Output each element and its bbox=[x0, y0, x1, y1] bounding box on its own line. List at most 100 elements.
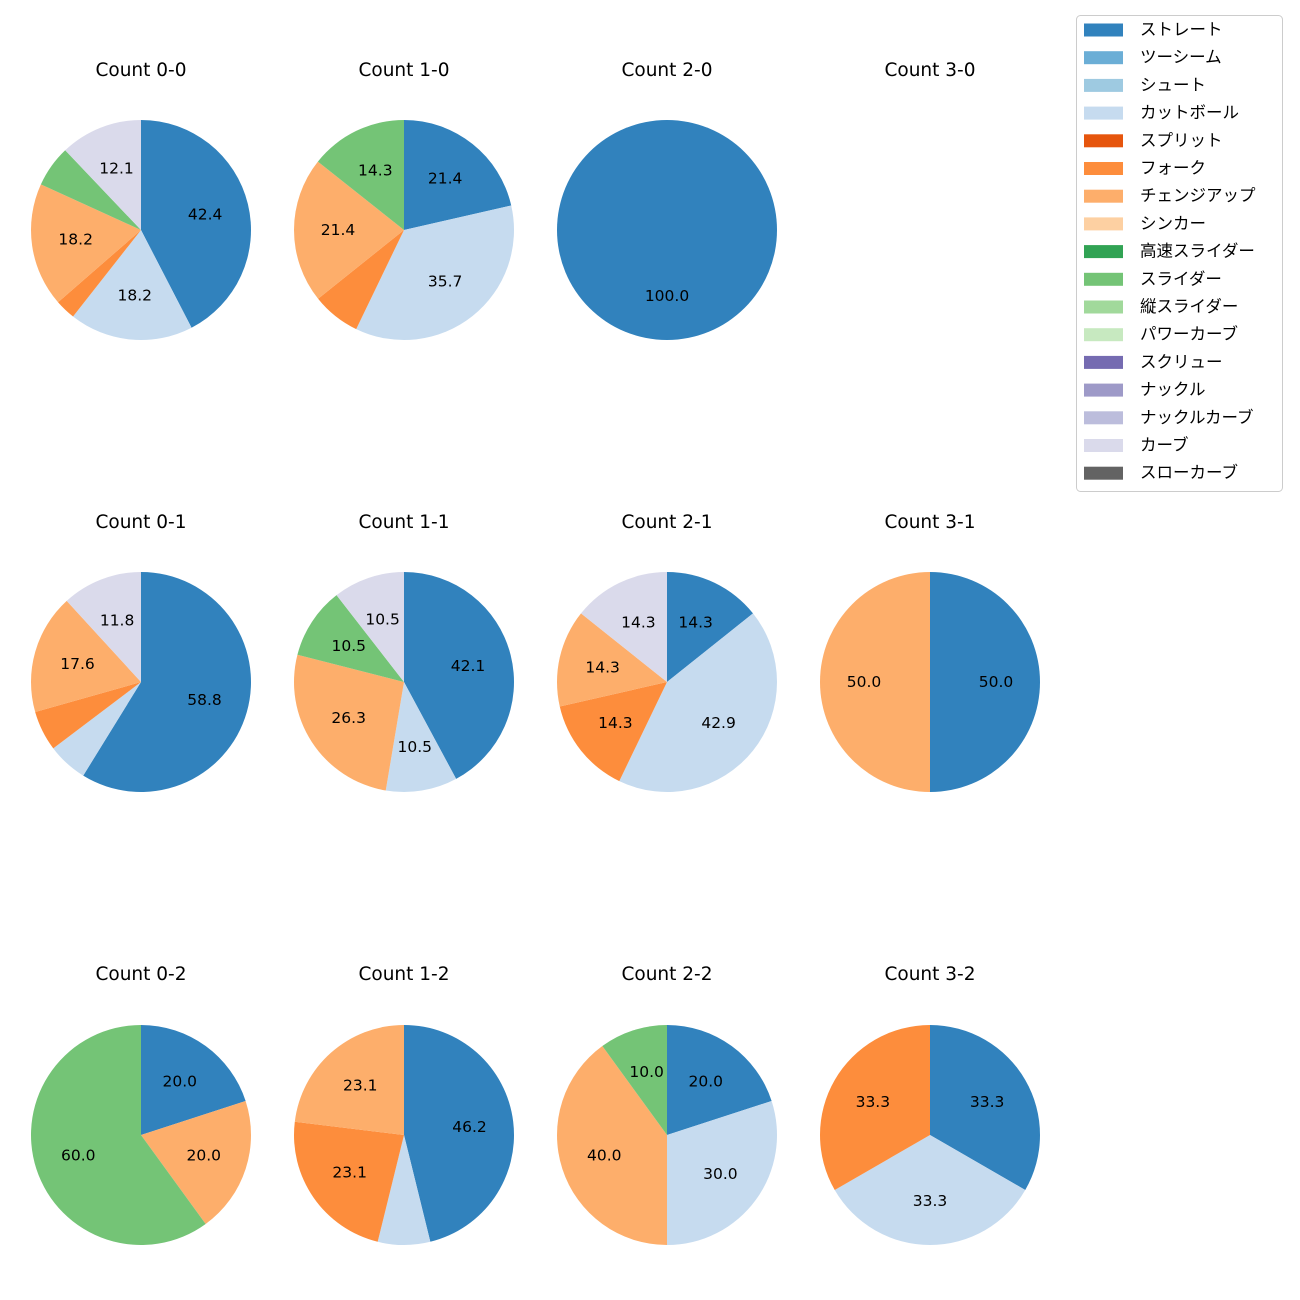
legend-item: スプリット bbox=[1084, 131, 1223, 150]
legend-item: 高速スライダー bbox=[1084, 242, 1255, 261]
pie-slice bbox=[297, 595, 404, 682]
pie-title: Count 3-2 bbox=[884, 964, 975, 985]
legend-item: スライダー bbox=[1084, 269, 1222, 288]
slice-label: 60.0 bbox=[61, 1146, 96, 1164]
slice-label: 23.1 bbox=[343, 1077, 378, 1095]
pie-slice bbox=[580, 572, 667, 682]
legend-item: ツーシーム bbox=[1084, 48, 1222, 67]
pie-count-2-1: Count 2-1 14.3 42.9 14.3 14.3 14.3 bbox=[557, 512, 777, 792]
legend-swatch bbox=[1084, 272, 1123, 286]
slice-label: 42.4 bbox=[188, 205, 223, 223]
legend-label: チェンジアップ bbox=[1140, 186, 1256, 205]
legend-swatch bbox=[1084, 383, 1123, 397]
pie-slice bbox=[667, 572, 754, 682]
slice-label: 46.2 bbox=[452, 1118, 487, 1136]
legend-label: ナックル bbox=[1140, 380, 1206, 399]
pie-title: Count 1-2 bbox=[358, 964, 449, 985]
pie-slice bbox=[404, 572, 514, 779]
pie-slice bbox=[404, 120, 512, 230]
pie-count-2-0: Count 2-0 100.0 bbox=[557, 60, 777, 340]
pie-slice bbox=[336, 572, 404, 682]
legend-label: シンカー bbox=[1140, 214, 1206, 233]
legend-item: カットボール bbox=[1084, 103, 1239, 122]
pie-count-0-1: Count 0-1 58.8 17.6 11.8 bbox=[30, 512, 252, 793]
pie-count-0-0: Count 0-0 42.4 18.2 18.2 12.1 bbox=[30, 60, 251, 340]
slice-label: 33.3 bbox=[856, 1093, 891, 1111]
pie-slice bbox=[35, 682, 141, 749]
pie-count-1-1: Count 1-1 42.1 10.5 26.3 10.5 10.5 bbox=[294, 512, 514, 792]
legend-item: フォーク bbox=[1084, 159, 1206, 178]
slice-label: 23.1 bbox=[332, 1163, 367, 1181]
legend-swatch bbox=[1084, 162, 1123, 175]
legend-swatch bbox=[1084, 23, 1123, 37]
legend-label: シュート bbox=[1140, 75, 1206, 94]
legend-label: カーブ bbox=[1140, 435, 1189, 455]
legend-item: ナックル bbox=[1084, 380, 1206, 399]
pie-slice bbox=[294, 654, 404, 791]
slice-label: 58.8 bbox=[187, 691, 222, 709]
pie-slice bbox=[667, 1101, 777, 1245]
pie-slice bbox=[141, 120, 251, 328]
slice-label: 10.5 bbox=[332, 637, 367, 655]
pie-slice bbox=[73, 230, 192, 340]
slice-label: 14.3 bbox=[358, 162, 393, 180]
pie-slice bbox=[317, 119, 404, 230]
legend-label: スプリット bbox=[1140, 131, 1223, 150]
pie-slice bbox=[53, 682, 141, 776]
slice-label: 14.3 bbox=[585, 658, 620, 676]
pie-title: Count 2-0 bbox=[621, 60, 712, 81]
legend-swatch bbox=[1084, 189, 1123, 203]
legend-swatch bbox=[1084, 217, 1123, 231]
pie-title: Count 3-0 bbox=[884, 60, 975, 81]
slice-label: 12.1 bbox=[99, 160, 134, 178]
slice-label: 50.0 bbox=[979, 673, 1014, 691]
legend-item: パワーカーブ bbox=[1084, 324, 1238, 344]
legend-label: フォーク bbox=[1140, 159, 1206, 178]
slice-label: 10.5 bbox=[365, 611, 400, 629]
pie-count-0-2: Count 0-2 20.0 20.0 60.0 bbox=[30, 964, 251, 1246]
slice-label: 40.0 bbox=[587, 1146, 622, 1164]
pie-count-3-1: Count 3-1 50.0 50.0 bbox=[820, 512, 1040, 792]
pie-title: Count 0-1 bbox=[95, 512, 186, 533]
pie-slice bbox=[557, 1046, 667, 1245]
pie-slice bbox=[557, 613, 667, 707]
legend-label: 縦スライダー bbox=[1140, 297, 1238, 316]
slice-label: 14.3 bbox=[598, 714, 633, 732]
pie-title: Count 0-2 bbox=[95, 964, 186, 985]
slice-label: 50.0 bbox=[847, 673, 882, 691]
slice-label: 42.9 bbox=[701, 714, 736, 732]
pie-title: Count 0-0 bbox=[95, 60, 186, 81]
pie-count-3-2: Count 3-2 33.3 33.3 33.3 bbox=[820, 964, 1040, 1245]
legend-label: ツーシーム bbox=[1140, 48, 1222, 67]
slice-label: 100.0 bbox=[645, 287, 689, 305]
legend-item: チェンジアップ bbox=[1084, 186, 1256, 205]
slice-label: 26.3 bbox=[331, 709, 366, 727]
legend-label: ストレート bbox=[1140, 20, 1223, 39]
legend-item: シュート bbox=[1084, 75, 1206, 94]
pie-slice bbox=[30, 1025, 206, 1246]
legend-swatch bbox=[1084, 411, 1123, 425]
pie-slice bbox=[66, 572, 141, 682]
legend-item: ストレート bbox=[1084, 20, 1223, 39]
slice-label: 18.2 bbox=[58, 231, 93, 249]
pie-slice bbox=[30, 184, 141, 303]
legend-label: カットボール bbox=[1140, 103, 1239, 122]
pie-slice bbox=[377, 1135, 431, 1245]
legend-swatch bbox=[1084, 439, 1123, 452]
pie-title: Count 1-0 bbox=[358, 60, 449, 81]
pie-title: Count 2-1 bbox=[621, 512, 712, 533]
pie-slice bbox=[141, 1025, 246, 1135]
slice-label: 42.1 bbox=[451, 657, 486, 675]
legend-label: スライダー bbox=[1140, 269, 1222, 288]
pie-slice bbox=[602, 1025, 667, 1135]
pie-slice bbox=[559, 682, 667, 782]
legend-swatch bbox=[1084, 328, 1123, 342]
pie-slice bbox=[404, 1025, 514, 1242]
legend-label: パワーカーブ bbox=[1140, 324, 1238, 344]
slice-label: 14.3 bbox=[678, 614, 713, 632]
pie-count-1-2: Count 1-2 46.2 23.1 23.1 bbox=[294, 964, 514, 1245]
slice-label: 20.0 bbox=[187, 1146, 222, 1164]
legend-frame bbox=[1076, 15, 1283, 492]
pie-slice bbox=[141, 1101, 251, 1224]
